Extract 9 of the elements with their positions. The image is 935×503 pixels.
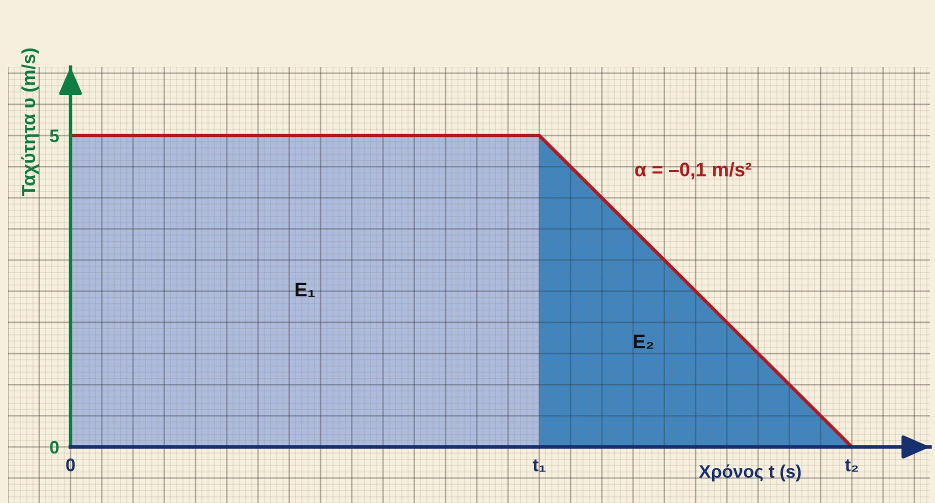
x-tick-label: t₂ — [845, 459, 858, 472]
x-tick-label: t₁ — [532, 459, 546, 472]
annotation: α = –0,1 m/s² — [635, 162, 752, 180]
y-axis-title: Ταχύτητα υ (m/s) — [21, 48, 39, 196]
y-tick-label: 5 — [50, 130, 59, 142]
series-label: E₂ — [634, 334, 654, 349]
series-label: E₁ — [296, 282, 315, 297]
x-tick-label: 0 — [66, 458, 75, 472]
x-axis-title: Χρόνος t (s) — [698, 464, 801, 482]
